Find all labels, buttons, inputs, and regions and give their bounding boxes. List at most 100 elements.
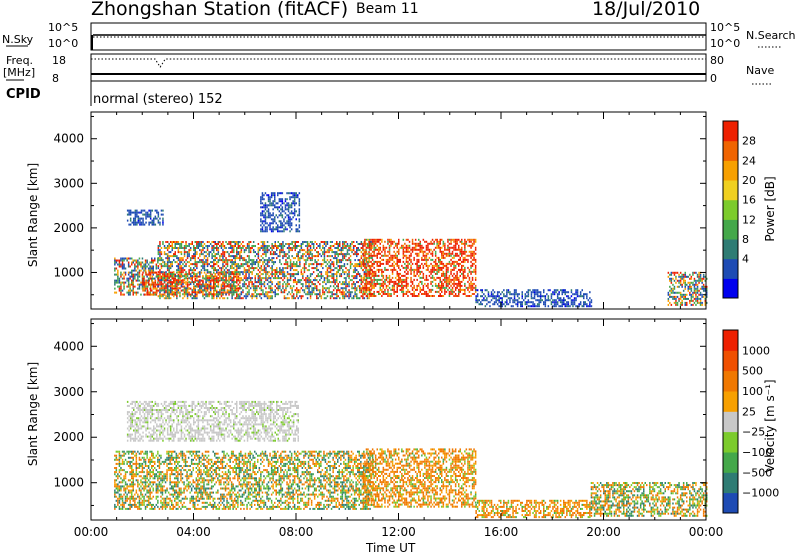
power-echo-cell: [347, 253, 349, 255]
power-echo-cell: [328, 267, 330, 269]
power-echo-cell: [195, 255, 197, 257]
power-echo-cell: [447, 253, 449, 255]
power-echo-cell: [159, 284, 161, 286]
power-echo-cell: [463, 271, 465, 273]
power-echo-cell: [245, 293, 247, 295]
power-echo-cell: [202, 241, 204, 243]
power-echo-cell: [178, 291, 180, 293]
power-echo-cell: [322, 247, 324, 249]
power-echo-cell: [418, 239, 420, 241]
power-echo-cell: [464, 261, 466, 263]
power-echo-cell: [461, 273, 463, 275]
power-echo-cell: [279, 243, 281, 245]
power-echo-cell: [339, 243, 341, 245]
power-echo-cell: [296, 247, 298, 249]
power-echo-cell: [218, 269, 220, 271]
power-echo-cell: [278, 247, 280, 249]
power-echo-cell: [211, 245, 213, 247]
power-echo-cell: [140, 284, 142, 286]
power-echo-cell: [225, 293, 227, 295]
power-echo-cell: [179, 265, 181, 267]
power-echo-cell: [241, 263, 243, 265]
power-echo-cell: [277, 216, 279, 218]
power-echo-cell: [356, 273, 358, 275]
power-echo-cell: [235, 271, 237, 273]
power-echo-cell: [381, 241, 383, 243]
power-echo-cell: [282, 241, 284, 243]
power-echo-cell: [299, 245, 301, 247]
power-echo-cell: [264, 243, 266, 245]
power-echo-cell: [319, 245, 321, 247]
power-echo-cell: [351, 275, 353, 277]
power-echo-cell: [453, 245, 455, 247]
power-echo-cell: [199, 285, 201, 287]
power-echo-cell: [122, 294, 124, 296]
power-echo-cell: [289, 198, 291, 200]
power-echo-cell: [514, 299, 516, 301]
power-echo-cell: [207, 265, 209, 267]
power-echo-cell: [416, 295, 418, 297]
power-echo-cell: [450, 241, 452, 243]
power-echo-cell: [301, 273, 303, 275]
power-echo-cell: [373, 275, 375, 277]
power-echo-cell: [446, 281, 448, 283]
power-echo-cell: [221, 273, 223, 275]
power-echo-cell: [551, 303, 553, 305]
power-echo-cell: [444, 281, 446, 283]
power-echo-cell: [412, 269, 414, 271]
power-echo-cell: [586, 295, 588, 297]
power-echo-cell: [268, 297, 270, 299]
power-echo-cell: [208, 253, 210, 255]
power-echo-cell: [363, 245, 365, 247]
power-echo-cell: [455, 275, 457, 277]
power-echo-cell: [421, 263, 423, 265]
power-echo-cell: [410, 271, 412, 273]
power-echo-cell: [196, 247, 198, 249]
power-echo-cell: [288, 214, 290, 216]
power-echo-cell: [359, 289, 361, 291]
power-echo-cell: [322, 285, 324, 287]
power-echo-cell: [364, 275, 366, 277]
power-echo-cell: [366, 247, 368, 249]
power-echo-cell: [190, 267, 192, 269]
power-echo-cell: [299, 212, 301, 214]
power-echo-cell: [162, 259, 164, 261]
power-echo-cell: [261, 281, 263, 283]
power-echo-cell: [239, 265, 241, 267]
power-echo-cell: [147, 214, 149, 216]
power-echo-cell: [444, 243, 446, 245]
power-echo-cell: [245, 297, 247, 299]
power-echo-cell: [572, 299, 574, 301]
power-echo-cell: [449, 283, 451, 285]
power-echo-cell: [390, 269, 392, 271]
power-echo-cell: [400, 269, 402, 271]
power-echo-cell: [228, 259, 230, 261]
power-echo-cell: [272, 228, 274, 230]
power-echo-cell: [293, 275, 295, 277]
power-echo-cell: [463, 259, 465, 261]
power-echo-cell: [290, 247, 292, 249]
power-echo-cell: [151, 258, 153, 260]
power-echo-cell: [287, 243, 289, 245]
power-echo-cell: [211, 261, 213, 263]
power-echo-cell: [406, 267, 408, 269]
power-echo-cell: [255, 279, 257, 281]
power-echo-cell: [450, 289, 452, 291]
power-echo-cell: [137, 288, 139, 290]
power-echo-cell: [192, 279, 194, 281]
power-echo-cell: [133, 224, 135, 226]
power-echo-cell: [218, 286, 220, 288]
power-echo-cell: [389, 287, 391, 289]
power-echo-cell: [238, 241, 240, 243]
power-echo-cell: [384, 253, 386, 255]
power-echo-cell: [517, 295, 519, 297]
power-echo-cell: [375, 241, 377, 243]
power-echo-cell: [578, 305, 580, 307]
power-echo-cell: [485, 305, 487, 307]
power-echo-cell: [288, 206, 290, 208]
power-echo-cell: [289, 218, 291, 220]
power-echo-cell: [307, 281, 309, 283]
power-echo-cell: [495, 301, 497, 303]
power-echo-cell: [241, 249, 243, 251]
power-echo-cell: [167, 265, 169, 267]
